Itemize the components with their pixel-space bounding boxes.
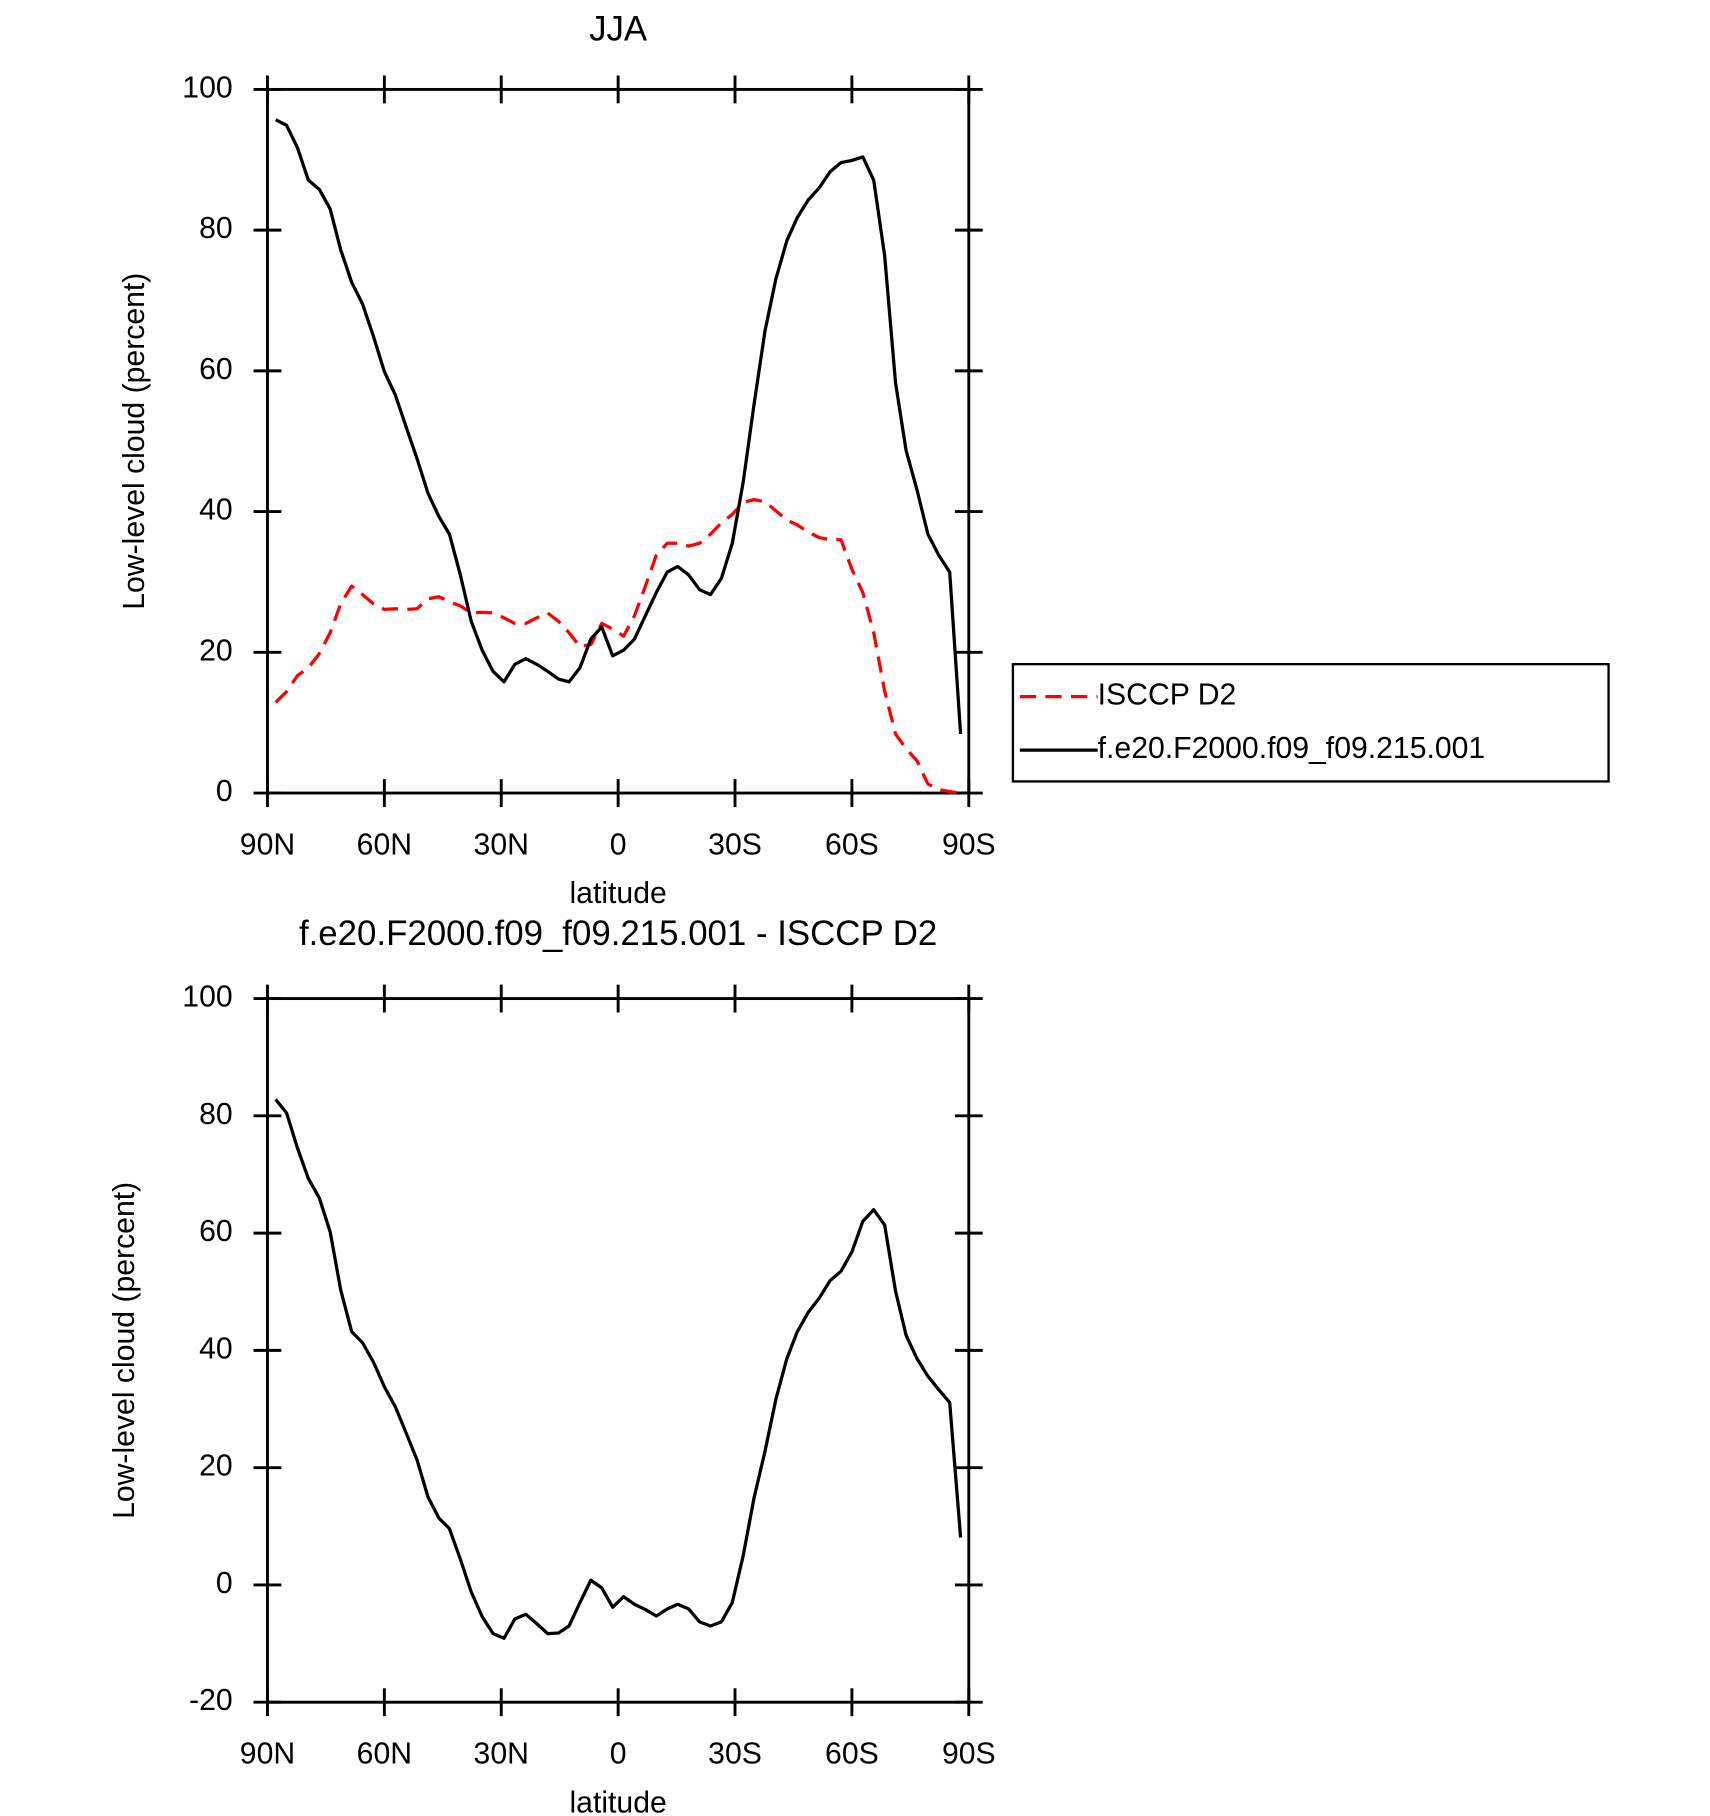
x-tick-label: 0 [610,828,627,861]
x-axis-label: latitude [569,877,666,910]
y-tick-label: 60 [199,1215,233,1248]
chart-title: f.e20.F2000.f09_f09.215.001 - ISCCP D2 [299,914,937,953]
x-tick-label: 30S [708,1738,762,1771]
y-tick-label: 20 [199,1450,233,1483]
x-tick-label: 90S [942,1738,996,1771]
x-tick-label: 90S [942,828,996,861]
series-line [274,118,963,735]
y-axis-label: Low-level cloud (percent) [118,273,151,610]
y-tick-label: 80 [199,1098,233,1131]
x-tick-label: 30S [708,828,762,861]
x-tick-label: 30N [474,1738,529,1771]
x-tick-label: 60N [357,828,412,861]
y-tick-label: 0 [216,1567,233,1600]
x-tick-label: 90N [240,1738,295,1771]
y-tick-label: -20 [189,1684,233,1717]
x-tick-label: 90N [240,828,295,861]
plot-frame [266,87,971,795]
y-tick-label: 100 [182,981,232,1014]
y-tick-label: 60 [199,353,233,386]
legend-box [1011,663,1610,783]
plot-frame [266,997,971,1704]
y-tick-label: 100 [182,71,232,104]
x-tick-label: 60N [357,1738,412,1771]
x-tick-label: 30N [474,828,529,861]
y-tick-label: 40 [199,494,233,527]
x-tick-label: 0 [610,1738,627,1771]
x-tick-label: 60S [825,828,879,861]
y-tick-label: 0 [216,775,233,808]
chart-title: JJA [589,10,648,49]
y-axis-label: Low-level cloud (percent) [108,1182,141,1519]
series-line [274,1098,963,1640]
y-tick-label: 20 [199,634,233,667]
x-axis-label: latitude [569,1786,666,1816]
series-line [274,498,961,795]
y-tick-label: 80 [199,212,233,245]
x-tick-label: 60S [825,1738,879,1771]
y-tick-label: 40 [199,1332,233,1365]
legend-label: ISCCP D2 [1098,679,1237,712]
legend-label: f.e20.F2000.f09_f09.215.001 [1098,732,1486,765]
